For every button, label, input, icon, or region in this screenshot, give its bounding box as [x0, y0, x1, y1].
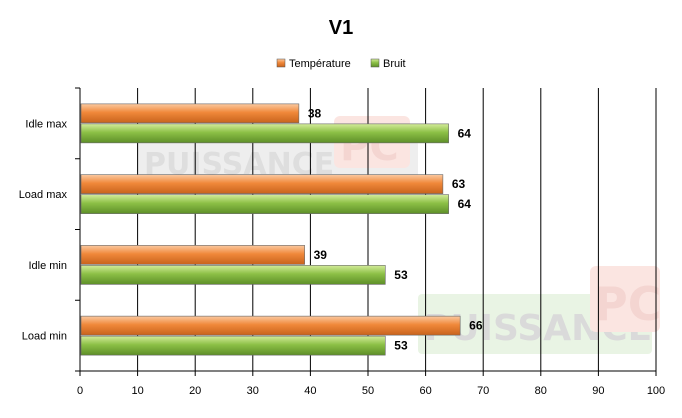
- data-label: 64: [458, 197, 472, 211]
- watermark-badge: PC: [594, 277, 661, 331]
- x-tick-label: 20: [189, 385, 201, 397]
- bar-temperature: [80, 174, 444, 194]
- category-label: Load max: [19, 189, 68, 201]
- x-tick-label: 70: [477, 385, 489, 397]
- x-tick-label: 60: [419, 385, 431, 397]
- category-label: Idle max: [25, 118, 67, 130]
- data-label: 39: [314, 248, 328, 262]
- x-tick-label: 0: [77, 385, 83, 397]
- plot-area: 0 10 20 30 40 50 60 70 80 90 100 Idle max 38 64 Load m…: [19, 87, 665, 397]
- legend: Température Bruit: [276, 58, 406, 70]
- x-tick-label: 10: [131, 385, 143, 397]
- legend-label: Température: [289, 58, 351, 70]
- category-label: Load min: [22, 331, 67, 343]
- watermark-text: PUISSANCE: [424, 308, 652, 349]
- bar-bruit: [80, 265, 386, 285]
- x-tick-label: 100: [647, 385, 665, 397]
- chart-title: V1: [329, 17, 353, 39]
- legend-label: Bruit: [383, 58, 406, 70]
- x-tick-label: 90: [592, 385, 604, 397]
- legend-swatch: [370, 58, 380, 68]
- data-label: 64: [458, 126, 472, 140]
- bar-temperature: [80, 315, 461, 336]
- x-tick-label: 50: [362, 385, 374, 397]
- x-tick-label: 40: [304, 385, 316, 397]
- bar-temperature: [80, 103, 300, 124]
- data-label: 53: [394, 339, 408, 353]
- data-label: 53: [394, 268, 408, 282]
- bar-bruit: [80, 194, 449, 214]
- x-tick-label: 30: [247, 385, 259, 397]
- watermark-logo: PUISSANCE PC: [418, 266, 661, 354]
- data-label: 63: [452, 177, 466, 191]
- data-label: 66: [469, 319, 483, 333]
- bar-bruit: [80, 335, 386, 356]
- legend-swatch: [276, 58, 286, 68]
- data-label: 38: [308, 106, 322, 120]
- category-label: Idle min: [28, 260, 67, 272]
- bar-temperature: [80, 245, 305, 265]
- bar-bruit: [80, 123, 449, 144]
- x-tick-label: 80: [535, 385, 547, 397]
